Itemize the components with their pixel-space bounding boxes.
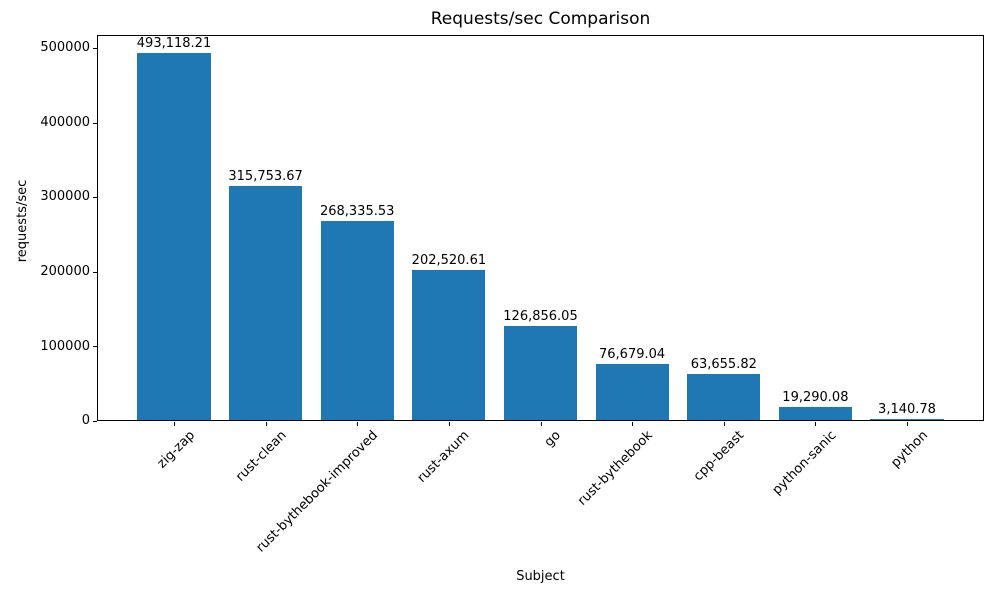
x-tick-label: rust-axum <box>414 428 473 486</box>
bar-value-label: 126,856.05 <box>503 309 578 325</box>
bar <box>503 326 578 421</box>
x-tick-mark <box>723 422 725 426</box>
x-tick-label: rust-clean <box>232 428 290 485</box>
x-tick-mark <box>815 422 817 426</box>
y-tick-mark <box>93 123 97 124</box>
chart-title: Requests/sec Comparison <box>430 9 651 29</box>
y-tick-label: 400000 <box>40 114 90 130</box>
y-tick-mark <box>93 346 97 347</box>
y-tick-label: 300000 <box>40 189 90 205</box>
x-tick-mark <box>540 422 542 426</box>
bar-value-label: 202,520.61 <box>411 253 487 268</box>
x-tick-label: go <box>542 428 565 451</box>
bar-value-label: 268,335.53 <box>319 204 395 219</box>
x-tick-mark <box>632 422 634 426</box>
x-tick-mark <box>265 422 267 426</box>
y-tick-label: 500000 <box>40 40 90 56</box>
x-tick-label: python <box>887 428 931 471</box>
bar-value-label: 493,118.21 <box>136 36 212 52</box>
x-tick-label: python-sanic <box>769 428 840 498</box>
x-tick-mark <box>448 422 450 426</box>
x-tick-mark <box>174 422 175 426</box>
x-tick-label: zig-zap <box>154 428 198 472</box>
bar <box>595 363 669 421</box>
x-tick-mark <box>357 422 359 426</box>
bar <box>137 53 211 421</box>
bar <box>320 221 394 421</box>
y-tick-label: 0 <box>81 413 90 428</box>
y-tick-mark <box>93 421 97 422</box>
y-tick-mark <box>93 197 97 198</box>
bar-value-label: 76,679.04 <box>599 346 666 362</box>
y-tick-mark <box>93 48 97 49</box>
y-tick-mark <box>93 272 97 273</box>
bar <box>687 373 761 421</box>
x-tick-label: rust-bythebook <box>575 428 656 509</box>
bar <box>412 270 486 421</box>
x-axis-label: Subject <box>516 569 565 584</box>
bar <box>778 406 852 421</box>
bar-value-label: 19,290.08 <box>782 389 849 405</box>
y-tick-label: 100000 <box>40 338 90 354</box>
bar <box>229 185 303 421</box>
bar <box>870 418 944 421</box>
bar-value-label: 3,140.78 <box>878 401 936 417</box>
bar-value-label: 63,655.82 <box>690 356 757 372</box>
x-tick-mark <box>907 422 908 426</box>
bar-value-label: 315,753.67 <box>228 168 303 184</box>
x-tick-label: cpp-beast <box>691 428 748 485</box>
y-tick-label: 200000 <box>40 263 90 279</box>
